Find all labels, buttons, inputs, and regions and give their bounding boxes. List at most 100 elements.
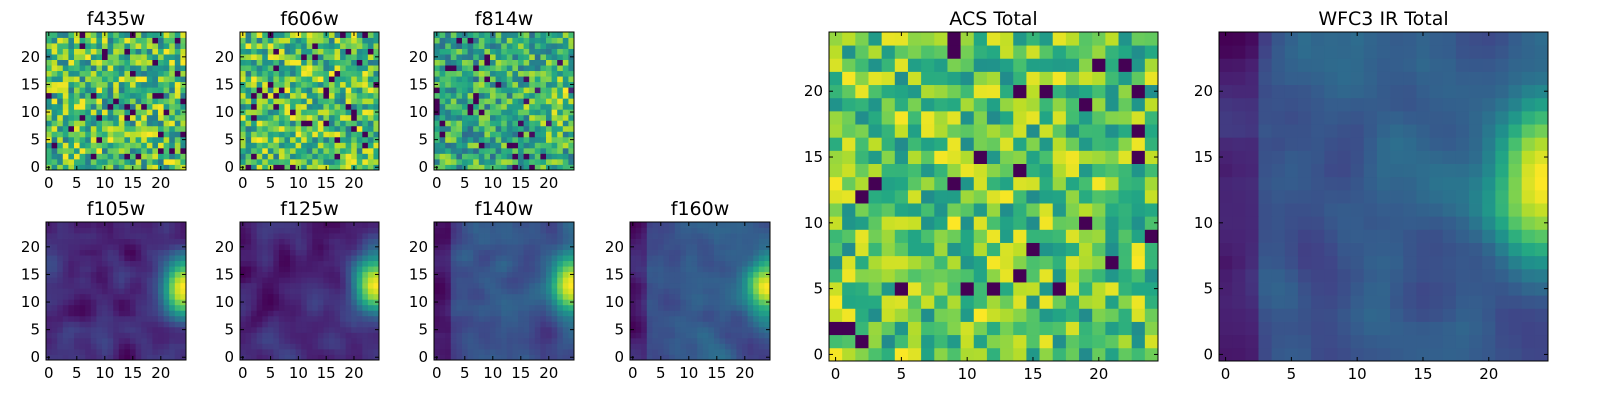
heatmap-cell xyxy=(284,43,291,49)
heatmap-cell xyxy=(501,164,508,171)
heatmap-cell xyxy=(169,92,176,99)
heatmap-cell xyxy=(473,238,480,245)
heatmap-cell xyxy=(284,59,291,66)
heatmap-cell xyxy=(328,98,335,105)
heatmap-cell xyxy=(174,87,181,94)
heatmap-cell xyxy=(146,227,153,234)
heatmap-cell xyxy=(295,315,302,322)
heatmap-cell xyxy=(273,238,280,245)
heatmap-cell xyxy=(881,189,896,204)
heatmap-cell xyxy=(467,142,474,149)
heatmap-cell xyxy=(518,244,524,250)
heatmap-cell xyxy=(921,203,935,217)
heatmap-cell xyxy=(146,260,153,267)
heatmap-cell xyxy=(635,266,642,273)
heatmap-cell xyxy=(90,244,97,250)
heatmap-cell xyxy=(317,37,324,44)
heatmap-cell xyxy=(57,81,64,88)
heatmap-cell xyxy=(652,260,659,267)
heatmap-cell xyxy=(174,92,181,99)
heatmap-cell xyxy=(107,244,114,250)
heatmap-cell xyxy=(680,293,687,300)
heatmap-cell xyxy=(1079,242,1093,257)
heatmap-cell xyxy=(180,87,187,94)
heatmap-cell xyxy=(62,103,69,110)
heatmap-cell xyxy=(124,87,131,94)
heatmap-cell xyxy=(680,332,687,339)
heatmap-cell xyxy=(490,120,496,127)
heatmap-cell xyxy=(345,81,352,88)
heatmap-cell xyxy=(245,153,252,160)
heatmap-cell xyxy=(1052,216,1067,230)
heatmap-cell xyxy=(445,81,452,88)
heatmap-cell xyxy=(96,98,103,105)
heatmap-cell xyxy=(113,109,120,116)
heatmap-cell xyxy=(506,164,513,171)
heatmap-cell xyxy=(736,238,743,245)
heatmap-cell xyxy=(518,92,524,99)
heatmap-cell xyxy=(450,120,457,127)
heatmap-cell xyxy=(445,103,452,110)
heatmap-cell xyxy=(51,125,58,132)
heatmap-cell xyxy=(473,81,480,88)
heatmap-cell xyxy=(141,321,148,328)
heatmap-cell xyxy=(180,321,187,328)
heatmap-cell xyxy=(467,48,474,55)
heatmap-cell xyxy=(551,271,558,278)
heatmap-cell xyxy=(568,238,575,245)
heatmap-cell xyxy=(1000,268,1014,283)
heatmap-cell xyxy=(630,321,636,328)
heatmap-cell xyxy=(512,114,519,121)
x-tick-label: 0 xyxy=(238,174,248,192)
heatmap-cell xyxy=(1000,321,1014,336)
heatmap-cell xyxy=(669,310,676,317)
heatmap-cell xyxy=(630,266,636,273)
heatmap-cell xyxy=(1092,268,1106,283)
heatmap-cell xyxy=(124,98,131,105)
heatmap-cell xyxy=(169,288,176,295)
heatmap-cell xyxy=(301,37,308,44)
heatmap-cell xyxy=(450,87,457,94)
heatmap-cell xyxy=(79,321,86,328)
heatmap-cell xyxy=(506,114,513,121)
heatmap-cell xyxy=(290,348,296,355)
heatmap-cell xyxy=(312,65,319,72)
heatmap-cell xyxy=(323,120,330,127)
heatmap-cell xyxy=(702,266,709,273)
heatmap-cell xyxy=(306,54,313,60)
heatmap-cell xyxy=(490,81,496,88)
heatmap-cell xyxy=(725,288,732,295)
heatmap-cell xyxy=(947,295,961,309)
heatmap-cell xyxy=(506,43,513,49)
heatmap-cell xyxy=(51,158,58,165)
heatmap-cell xyxy=(113,293,120,300)
heatmap-cell xyxy=(301,277,308,284)
heatmap-cell xyxy=(658,326,664,333)
heatmap-cell xyxy=(986,150,1001,164)
heatmap-cell xyxy=(340,266,347,273)
heatmap-cell xyxy=(174,354,181,361)
heatmap-cell xyxy=(523,354,530,361)
heatmap-cell xyxy=(301,54,308,60)
heatmap-cell xyxy=(730,238,737,245)
heatmap-cell xyxy=(362,48,369,55)
heatmap-cell xyxy=(523,337,530,344)
heatmap-cell xyxy=(562,54,569,60)
heatmap-cell xyxy=(473,277,480,284)
heatmap-cell xyxy=(124,277,131,284)
heatmap-cell xyxy=(473,304,480,311)
heatmap-cell xyxy=(534,48,541,55)
heatmap-cell xyxy=(174,277,181,284)
heatmap-cell xyxy=(90,81,97,88)
heatmap-cell xyxy=(240,282,246,289)
heatmap-cell xyxy=(490,282,496,289)
heatmap-cell xyxy=(356,271,363,278)
heatmap-cell xyxy=(256,131,263,138)
heatmap-cell xyxy=(57,92,64,99)
heatmap-cell xyxy=(362,136,369,143)
heatmap-cell xyxy=(317,120,324,127)
heatmap-cell xyxy=(295,299,302,306)
heatmap-cell xyxy=(46,158,52,165)
heatmap-cell xyxy=(96,37,103,44)
heatmap-cell xyxy=(758,238,765,245)
